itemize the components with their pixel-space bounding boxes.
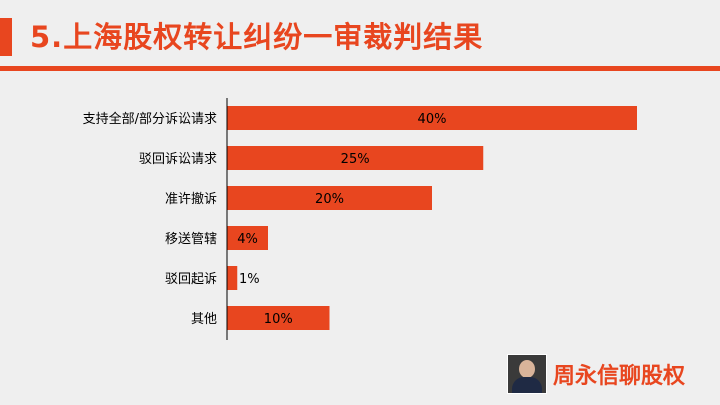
avatar bbox=[507, 354, 547, 394]
data-label: 20% bbox=[315, 192, 344, 207]
page-title: 5.上海股权转让纠纷一审裁判结果 bbox=[30, 20, 484, 54]
data-label: 4% bbox=[237, 232, 258, 247]
bar bbox=[227, 186, 432, 210]
data-label: 25% bbox=[341, 152, 370, 167]
title-accent-bar bbox=[0, 18, 12, 56]
bar bbox=[227, 266, 238, 290]
bar bbox=[227, 306, 330, 330]
brand-name: 周永信聊股权 bbox=[553, 364, 686, 389]
data-label: 1% bbox=[239, 272, 260, 287]
data-label: 10% bbox=[264, 312, 293, 327]
bar bbox=[227, 106, 637, 130]
data-label: 40% bbox=[418, 112, 447, 127]
category-label: 驳回起诉 bbox=[165, 272, 217, 287]
brand-badge: 周永信聊股权 bbox=[507, 354, 685, 394]
category-label: 其他 bbox=[191, 312, 217, 327]
title-underline bbox=[0, 66, 720, 71]
category-label: 支持全部/部分诉讼请求 bbox=[83, 111, 217, 127]
category-label: 移送管辖 bbox=[165, 231, 217, 247]
bar bbox=[227, 226, 268, 250]
bar bbox=[227, 146, 484, 170]
category-label: 准许撤诉 bbox=[165, 191, 217, 207]
category-label: 驳回诉讼请求 bbox=[139, 152, 217, 167]
